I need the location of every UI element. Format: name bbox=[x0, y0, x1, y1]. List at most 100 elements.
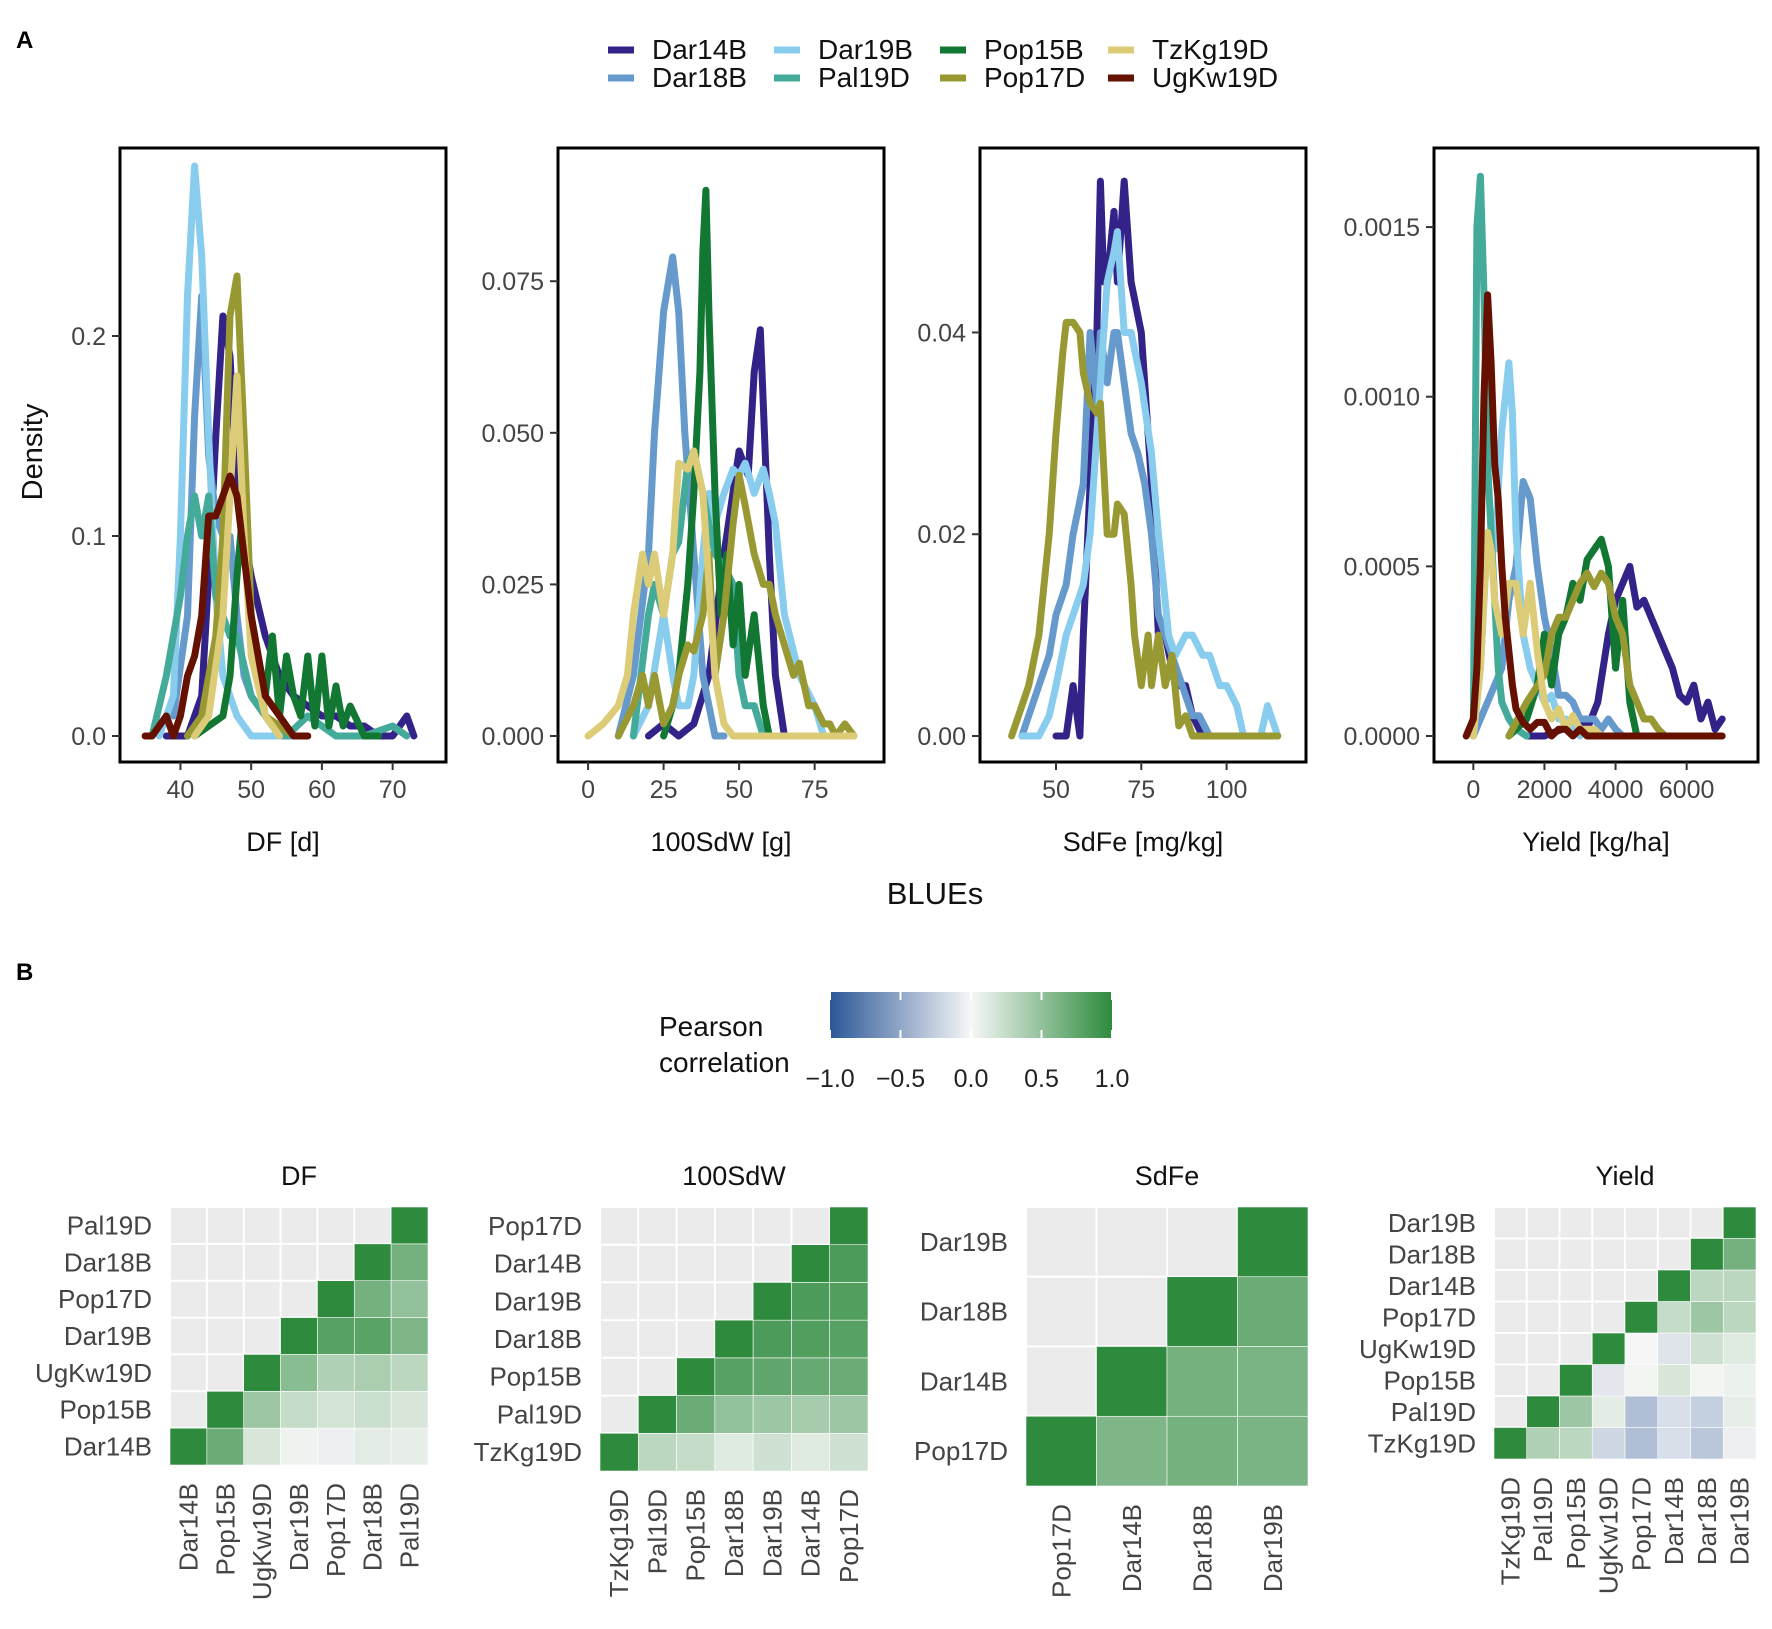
y-tick-label: 0.02 bbox=[917, 521, 966, 549]
legend-label-pop17d: Pop17D bbox=[984, 62, 1085, 93]
heatmap-cell bbox=[637, 1432, 677, 1472]
heatmap-cell bbox=[243, 1354, 281, 1392]
density-line-pop17d bbox=[1008, 318, 1282, 740]
density-panel-100sdw: 0.000 0.025 0.050 0.075 0 25 50 75 100SdW [g] bbox=[481, 146, 886, 857]
heatmap-cell bbox=[1237, 1415, 1309, 1487]
heatmap-cell bbox=[1526, 1395, 1560, 1428]
legend-label-dar19b: Dar19B bbox=[818, 34, 913, 65]
heatmap-x-label: TzKg19D bbox=[604, 1489, 634, 1597]
heatmap-y-label: Pal19D bbox=[497, 1399, 582, 1429]
heatmap-cell bbox=[1166, 1346, 1238, 1417]
heatmap-cell bbox=[1591, 1395, 1626, 1428]
heatmap-x-label: Pop17D bbox=[1046, 1504, 1076, 1598]
heatmap-x-label: Pal19D bbox=[642, 1489, 672, 1574]
heatmap-x-label: Dar14B bbox=[1659, 1477, 1689, 1565]
heatmap-cell bbox=[1591, 1427, 1626, 1460]
heatmap-x-label: UgKw19D bbox=[1594, 1477, 1624, 1594]
heatmap-cell bbox=[1591, 1332, 1626, 1365]
heatmap-cell bbox=[1690, 1332, 1724, 1365]
heatmap-cell bbox=[829, 1282, 869, 1321]
heatmap-cell bbox=[676, 1357, 716, 1396]
legend-label-pal19d: Pal19D bbox=[818, 62, 910, 93]
heatmap-y-label: Dar18B bbox=[1388, 1239, 1476, 1269]
heatmap-y-label: Pal19D bbox=[67, 1210, 152, 1240]
heatmap-cell bbox=[353, 1390, 392, 1429]
colorbar-tick-label: 0.0 bbox=[954, 1065, 989, 1093]
heatmap-yield: TzKg19DTzKg19DPal19DPal19DPop15BPop15BUg… bbox=[1359, 1161, 1757, 1594]
heatmap-cell bbox=[829, 1432, 869, 1472]
heatmap-cell bbox=[1657, 1269, 1691, 1302]
heatmap-cell bbox=[353, 1280, 392, 1318]
heatmap-cell bbox=[1722, 1332, 1757, 1365]
heatmap-x-label: Dar14B bbox=[1117, 1504, 1147, 1592]
heatmap-title: 100SdW bbox=[682, 1161, 786, 1191]
heatmap-y-label: Dar14B bbox=[64, 1432, 152, 1462]
heatmap-cell bbox=[1722, 1238, 1757, 1271]
heatmap-y-label: Dar18B bbox=[64, 1247, 152, 1277]
heatmap-y-label: TzKg19D bbox=[474, 1437, 582, 1467]
heatmap-cell bbox=[317, 1280, 355, 1318]
heatmap-cell bbox=[353, 1317, 392, 1355]
heatmap-x-label: Dar18B bbox=[719, 1489, 749, 1577]
heatmap-y-label: Dar19B bbox=[64, 1321, 152, 1351]
heatmap-cell bbox=[1657, 1395, 1691, 1428]
heatmap-cell bbox=[1690, 1427, 1724, 1460]
legend-label-pop15b: Pop15B bbox=[984, 34, 1084, 65]
heatmap-y-label: Dar19B bbox=[494, 1286, 582, 1316]
heatmap-y-label: Dar18B bbox=[494, 1324, 582, 1354]
heatmap-df: Dar14BDar14BPop15BPop15BUgKw19DUgKw19DDa… bbox=[35, 1161, 429, 1600]
density-line-pop17d bbox=[614, 471, 858, 740]
heatmap-y-label: Pop17D bbox=[914, 1436, 1008, 1466]
heatmap-cell bbox=[714, 1432, 754, 1472]
x-tick-label: 6000 bbox=[1659, 776, 1715, 804]
heatmap-cell bbox=[829, 1206, 869, 1246]
heatmap-cell bbox=[714, 1395, 754, 1434]
heatmap-cell bbox=[1166, 1415, 1238, 1487]
heatmap-cell bbox=[637, 1395, 677, 1434]
heatmap-cell bbox=[714, 1357, 754, 1396]
x-tick-label: 70 bbox=[379, 776, 407, 804]
heatmap-cell bbox=[829, 1244, 869, 1283]
heatmap-cell bbox=[1237, 1276, 1309, 1347]
heatmap-cell bbox=[829, 1357, 869, 1396]
heatmap-cell bbox=[1624, 1332, 1659, 1365]
heatmap-cell bbox=[169, 1427, 208, 1466]
heatmap-y-label: Dar14B bbox=[920, 1366, 1008, 1396]
heatmap-cell bbox=[390, 1427, 429, 1466]
heatmap-cell bbox=[1559, 1427, 1593, 1460]
x-tick-label: 60 bbox=[308, 776, 336, 804]
heatmap-cell bbox=[752, 1395, 792, 1434]
heatmap-x-label: Pop17D bbox=[321, 1483, 351, 1577]
heatmap-x-label: Pop17D bbox=[1626, 1477, 1656, 1571]
heatmap-cell bbox=[791, 1432, 831, 1472]
density-line-ugkw19d bbox=[141, 472, 312, 740]
heatmap-cell bbox=[1559, 1364, 1593, 1397]
colorbar-tick-label: 1.0 bbox=[1095, 1065, 1130, 1093]
heatmap-cell bbox=[390, 1317, 429, 1355]
heatmap-cell bbox=[243, 1427, 281, 1466]
heatmap-cell bbox=[1624, 1364, 1659, 1397]
density-line-pop15b bbox=[191, 492, 382, 740]
x-tick-label: 25 bbox=[650, 776, 678, 804]
heatmap-cell bbox=[676, 1395, 716, 1434]
heatmap-cell bbox=[599, 1432, 639, 1472]
heatmap-y-label: Pop17D bbox=[58, 1284, 152, 1314]
density-line-tzkg19d bbox=[191, 372, 283, 740]
heatmap-x-label: Dar14B bbox=[796, 1489, 826, 1577]
heatmap-cell bbox=[1237, 1346, 1309, 1417]
x-axis-title: 100SdW [g] bbox=[650, 827, 791, 857]
heatmap-cell bbox=[206, 1427, 245, 1466]
density-panel-df: 0.0 0.1 0.2 40 50 60 70 DF [d] bbox=[71, 146, 448, 857]
x-tick-label: 75 bbox=[1127, 776, 1155, 804]
heatmap-x-label: Pop17D bbox=[834, 1489, 864, 1583]
x-tick-label: 50 bbox=[725, 776, 753, 804]
heatmap-y-label: Dar18B bbox=[920, 1297, 1008, 1327]
panel-frame bbox=[556, 146, 886, 764]
heatmap-x-label: Pal19D bbox=[395, 1483, 425, 1568]
x-axis-title: SdFe [mg/kg] bbox=[1063, 827, 1224, 857]
heatmap-y-label: Pop15B bbox=[59, 1395, 152, 1425]
heatmap-y-label: Pop15B bbox=[489, 1362, 582, 1392]
heatmap-cell bbox=[1591, 1364, 1626, 1397]
heatmap-panels: Dar14BDar14BPop15BPop15BUgKw19DUgKw19DDa… bbox=[35, 1161, 1757, 1600]
